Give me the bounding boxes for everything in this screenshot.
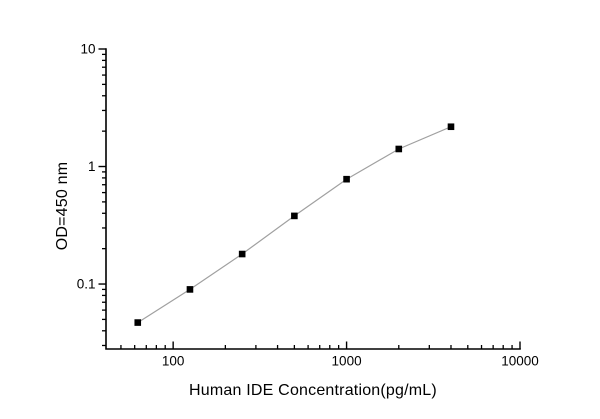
data-point — [134, 319, 142, 326]
data-point — [186, 286, 194, 293]
data-line — [137, 126, 452, 324]
data-points — [134, 123, 455, 326]
y-tick-label: 0.1 — [77, 277, 96, 292]
y-axis-ticks: 0.1 1 10 — [77, 42, 106, 347]
y-tick-label: 10 — [80, 42, 95, 57]
axes-spines — [105, 48, 521, 350]
x-axis-ticks: 100 1000 10000 — [120, 341, 539, 369]
data-point — [447, 123, 455, 131]
x-tick-label: 10000 — [501, 354, 539, 369]
y-tick-label: 1 — [88, 159, 96, 174]
y-axis-title: OD=450 nm — [54, 161, 71, 251]
x-tick-label: 100 — [162, 354, 185, 369]
data-point — [238, 250, 246, 258]
data-point — [291, 212, 298, 220]
x-axis-title: Human IDE Concentration(pg/mL) — [189, 382, 437, 399]
data-point — [343, 175, 350, 183]
data-point — [395, 145, 403, 153]
x-tick-label: 1000 — [332, 354, 362, 369]
